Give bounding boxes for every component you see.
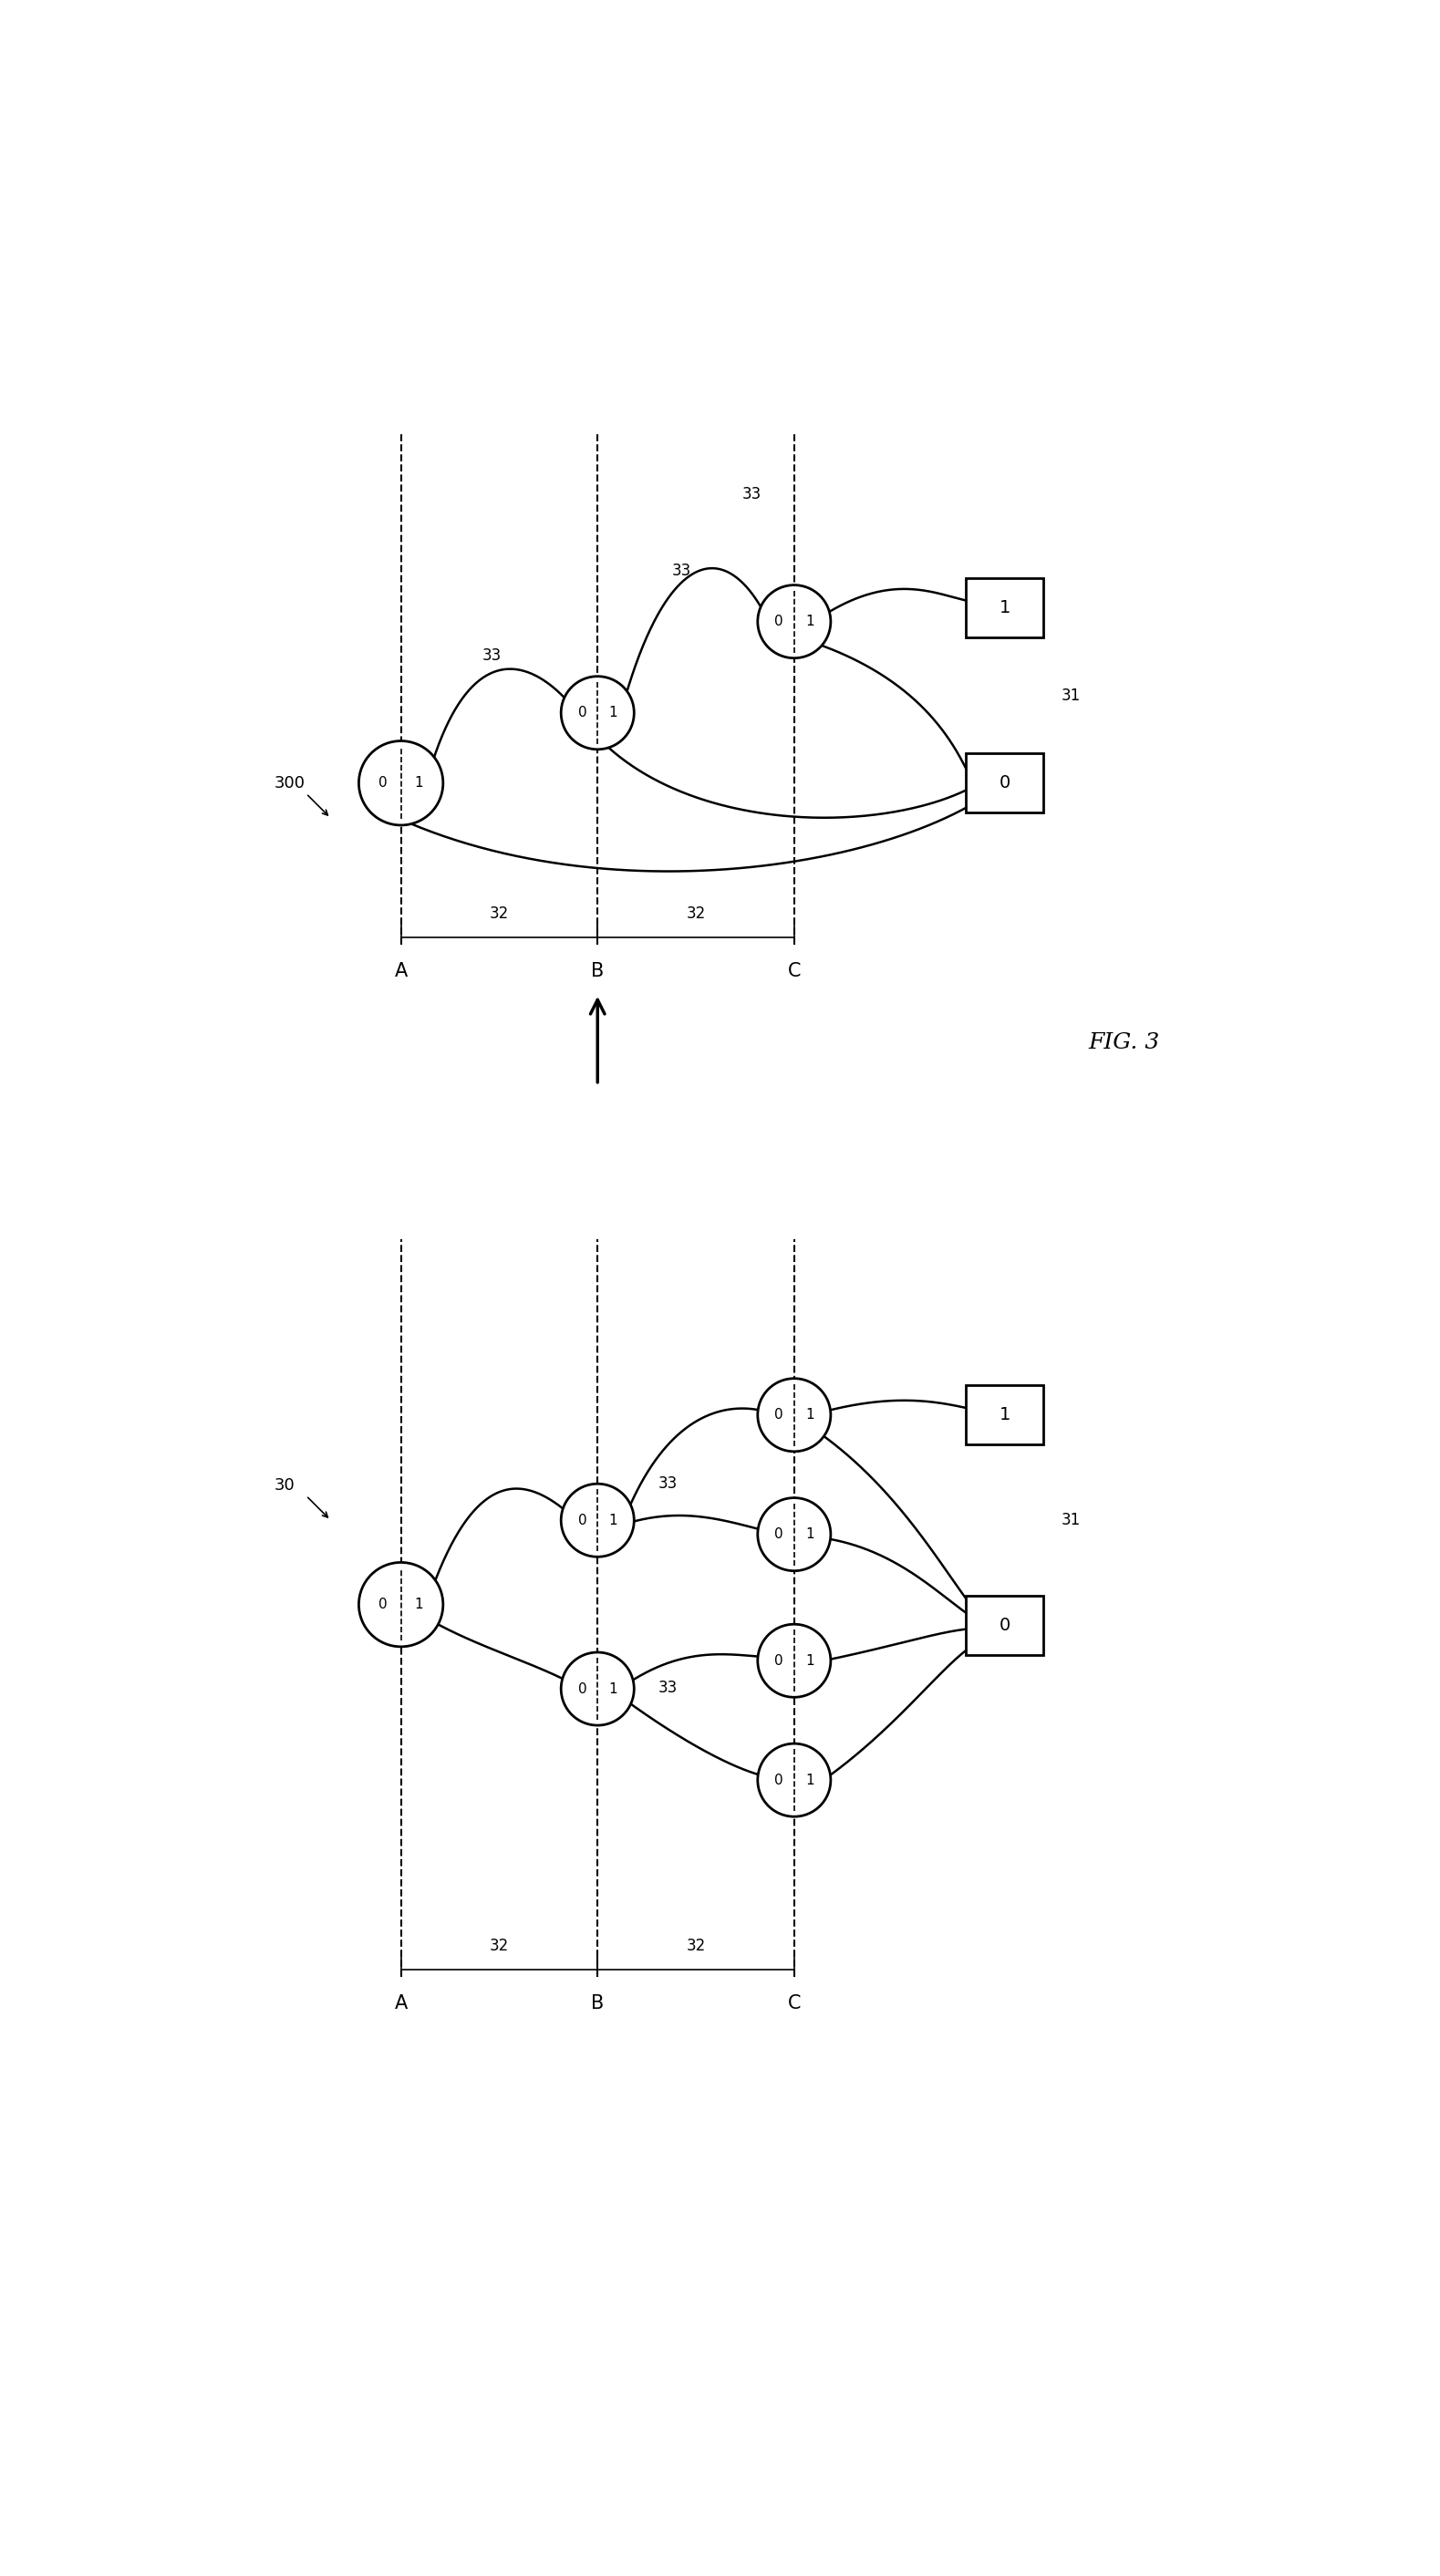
- Bar: [966, 1595, 1044, 1656]
- Text: 1: 1: [999, 1406, 1011, 1425]
- Text: 32: 32: [687, 907, 706, 922]
- Circle shape: [757, 1744, 831, 1816]
- Text: 33: 33: [672, 564, 691, 580]
- Text: 0: 0: [999, 775, 1011, 791]
- Text: 33: 33: [482, 647, 503, 665]
- Text: 0: 0: [999, 1618, 1011, 1633]
- Text: B: B: [590, 961, 603, 981]
- Text: C: C: [788, 1994, 801, 2012]
- Text: 31: 31: [1061, 688, 1080, 703]
- Text: 1: 1: [999, 598, 1011, 616]
- Text: 0: 0: [379, 775, 387, 791]
- Text: 32: 32: [490, 1937, 508, 1955]
- Text: 1: 1: [805, 1772, 814, 1788]
- Text: 0: 0: [775, 1654, 783, 1667]
- Text: 0: 0: [577, 706, 586, 719]
- Circle shape: [757, 1378, 831, 1450]
- Text: 32: 32: [687, 1937, 706, 1955]
- Text: 33: 33: [743, 487, 762, 502]
- Text: 32: 32: [490, 907, 508, 922]
- Text: B: B: [590, 1994, 603, 2012]
- Text: 300: 300: [275, 775, 305, 791]
- Text: 1: 1: [805, 1528, 814, 1540]
- Text: 0: 0: [775, 616, 783, 629]
- Text: 0: 0: [775, 1772, 783, 1788]
- Text: 1: 1: [805, 616, 814, 629]
- Text: 33: 33: [658, 1680, 677, 1695]
- Circle shape: [757, 1497, 831, 1571]
- Circle shape: [757, 1625, 831, 1698]
- Text: 1: 1: [609, 1515, 618, 1528]
- Circle shape: [562, 1484, 634, 1556]
- Text: 0: 0: [775, 1528, 783, 1540]
- Text: 0: 0: [577, 1515, 586, 1528]
- Text: 1: 1: [609, 1682, 618, 1695]
- Text: FIG. 3: FIG. 3: [1089, 1033, 1159, 1054]
- Circle shape: [359, 1564, 444, 1646]
- Text: 0: 0: [775, 1409, 783, 1422]
- Circle shape: [757, 585, 831, 657]
- Bar: [966, 577, 1044, 636]
- Text: 1: 1: [805, 1654, 814, 1667]
- Text: A: A: [395, 1994, 408, 2012]
- Text: 1: 1: [805, 1409, 814, 1422]
- Circle shape: [562, 677, 634, 750]
- Text: 30: 30: [275, 1476, 295, 1494]
- Text: 31: 31: [1061, 1512, 1080, 1528]
- Text: 0: 0: [577, 1682, 586, 1695]
- Text: C: C: [788, 961, 801, 981]
- Circle shape: [562, 1651, 634, 1726]
- Text: 1: 1: [415, 1597, 423, 1613]
- Text: A: A: [395, 961, 408, 981]
- Bar: [966, 752, 1044, 814]
- Text: 1: 1: [415, 775, 423, 791]
- Text: 33: 33: [658, 1476, 677, 1492]
- Bar: [966, 1386, 1044, 1445]
- Text: 1: 1: [609, 706, 618, 719]
- Circle shape: [359, 742, 444, 824]
- Text: 0: 0: [379, 1597, 387, 1613]
